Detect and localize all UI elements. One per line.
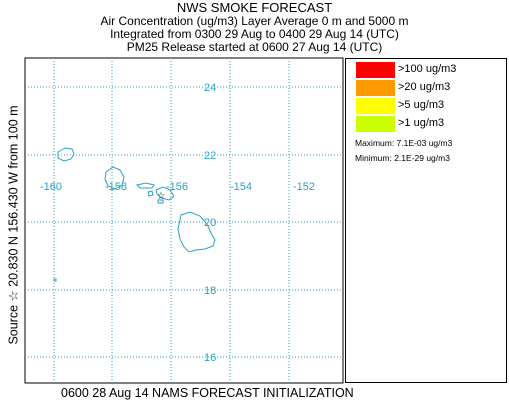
island-kahoolawe — [157, 199, 164, 204]
island-hawaii — [177, 211, 216, 253]
minimum-concentration: Minimum: 2.1E-29 ug/m3 — [355, 153, 450, 163]
lat-label-20: 20 — [204, 217, 216, 229]
legend-swatch-yellow — [356, 98, 395, 114]
lat-lon-grid — [25, 58, 343, 383]
source-star-icon: ☆ — [157, 191, 166, 202]
lat-label-22: 22 — [204, 150, 216, 162]
legend-swatch-red — [356, 62, 395, 78]
longitude-labels: -160 -158 -156 -154 -152 — [40, 181, 315, 193]
lon-label-154: -154 — [230, 181, 252, 193]
lon-label-158: -158 — [105, 181, 127, 193]
legend-swatch-orange — [356, 80, 395, 96]
island-oahu — [104, 166, 125, 190]
release-info: PM25 Release started at 0600 27 Aug 14 (… — [126, 40, 383, 54]
island-lanai — [147, 190, 154, 197]
lat-label-16: 16 — [204, 352, 216, 364]
concentration-description: Air Concentration (ug/m3) Layer Average … — [100, 14, 409, 28]
forecast-initialization-label: 0600 28 Aug 14 NAMS FORECAST INITIALIZAT… — [61, 386, 354, 400]
legend-label: >5 ug/m3 — [398, 99, 445, 111]
integration-period: Integrated from 0300 29 Aug to 0400 29 A… — [110, 27, 399, 41]
lat-label-24: 24 — [204, 82, 216, 94]
legend-swatch-lime — [356, 116, 395, 132]
island-kauai — [57, 147, 75, 162]
source-location-label: Source ☆ 20.830 N 156.430 W from 100 m — [6, 105, 21, 345]
lon-label-152: -152 — [293, 181, 315, 193]
map-title: NWS SMOKE FORECAST — [176, 0, 333, 15]
maximum-concentration: Maximum: 7.1E-03 ug/m3 — [355, 138, 453, 148]
island-niihau — [53, 278, 57, 282]
hawaii-coastlines — [53, 147, 216, 282]
island-maui — [155, 186, 175, 201]
lat-label-18: 18 — [204, 285, 216, 297]
legend-label: >20 ug/m3 — [398, 81, 451, 93]
legend-panel: >100 ug/m3 >20 ug/m3 >5 ug/m3 >1 ug/m3 M… — [345, 58, 507, 383]
island-molokai — [136, 182, 155, 189]
lon-label-156: -156 — [166, 181, 188, 193]
legend-label: >1 ug/m3 — [398, 117, 445, 129]
legend-label: >100 ug/m3 — [398, 63, 457, 75]
lon-label-160: -160 — [40, 181, 62, 193]
latitude-labels: 24 22 20 18 16 — [204, 82, 216, 364]
